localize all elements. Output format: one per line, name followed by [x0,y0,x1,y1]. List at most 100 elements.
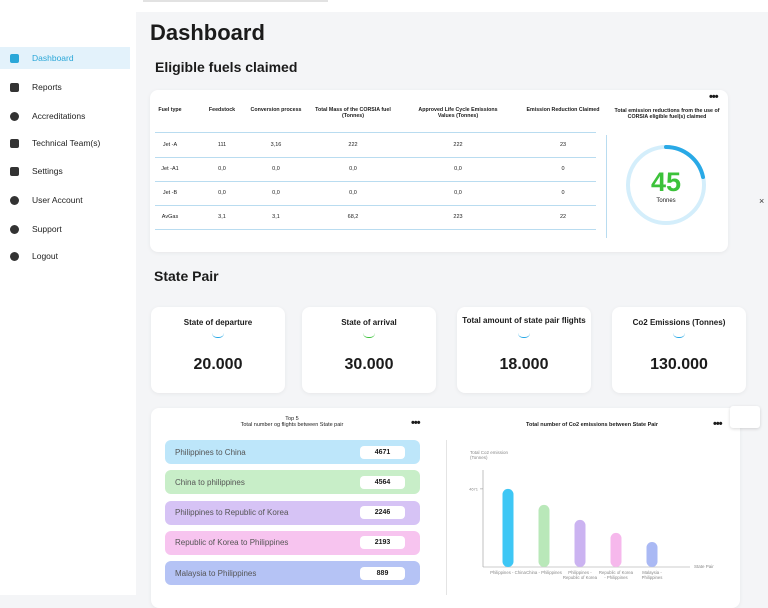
stat-value: 20.000 [193,356,243,373]
x-tick-label: Philippines - China [490,570,526,575]
bar [610,532,622,567]
header-separator [155,132,596,133]
nav-icon [10,224,19,234]
tooltip [730,406,760,428]
table-cell: AvGas [161,214,179,220]
stat-value: 130.000 [650,356,708,373]
table-cell: 0,0 [454,190,462,196]
ranking-value: 2193 [360,536,405,550]
nav-item[interactable]: Dashboard [0,47,130,69]
table-cell: 222 [348,142,358,148]
nav-icon [10,111,19,121]
table-cell: 3,1 [272,214,280,220]
table-cell: 0,0 [218,166,226,172]
x-tick-label: Philippines - Republic of Korea [562,570,598,580]
ranking-item: Philippines to Republic of Korea 2246 [165,500,420,525]
page-title: Dashboard [150,20,265,45]
stat-label: Total amount of state pair flights [462,316,586,325]
section-title: State Pair [154,268,219,284]
stat-card [612,307,746,393]
ranking-item: Republic of Korea to Philippines 2193 [165,530,420,555]
ranking-item: China to philippines 4564 [165,470,420,495]
close-icon[interactable]: × [759,196,765,206]
stat-card [151,307,285,393]
table-cell: 223 [453,214,463,220]
divider [446,440,447,595]
total-unit: Tonnes [656,198,676,204]
nav-item[interactable]: User Account [0,189,130,211]
table-cell: 0,0 [272,166,280,172]
table-cell: 0 [561,190,565,196]
x-tick-label: Republic of Korea - Philippines [598,570,634,580]
stat-label: State of departure [183,318,253,327]
ranking-item: Malaysia to Philippines 889 [165,561,420,586]
nav-item[interactable]: Accreditations [0,105,130,127]
table-cell: 111 [217,142,227,148]
bar [646,541,658,567]
row-separator [155,229,596,230]
gauge [626,145,706,225]
ranking-name: Philippines to China [175,447,246,457]
ranking-name: Philippines to Republic of Korea [175,508,289,518]
nav-icon [10,195,19,205]
stat-value: 18.000 [499,356,549,373]
table-cell: 0 [561,166,565,172]
stat-card [457,307,591,393]
table-cell: 0,0 [272,190,280,196]
nav-label: Logout [32,251,58,261]
nav-icon [10,166,19,176]
table-cell: 22 [559,214,567,220]
nav-label: Settings [32,166,63,176]
nav-label: User Account [32,195,83,205]
table-header: Conversion process [250,107,302,113]
table-header: Approved Life Cycle Emissions Values (To… [418,107,498,119]
bar [502,488,514,567]
bar-chart: 4671 [469,470,690,568]
bar [538,504,550,567]
ranking-value: 4564 [360,475,405,489]
nav-item[interactable]: Technical Team(s) [0,132,130,154]
top5-subtitle: Total number og flights between State pa… [240,422,344,428]
nav-icon [10,82,19,92]
stat-icon [363,330,375,338]
menu-dots[interactable]: ••• [709,91,719,103]
table-cell: Jet -A [162,142,178,148]
table-cell: 0,0 [454,166,462,172]
total-value: 45 [650,167,682,197]
table-cell: 3,1 [218,214,226,220]
search-bar[interactable] [143,0,328,2]
nav-label: Technical Team(s) [32,138,101,148]
table-cell: 0,0 [349,190,357,196]
row-separator [155,157,596,158]
table-cell: 68,2 [347,214,359,220]
menu-dots[interactable]: ••• [411,417,421,429]
nav-item[interactable]: Support [0,218,130,240]
top-bar [0,0,768,12]
nav-item[interactable]: Reports [0,76,130,98]
table-cell: 0,0 [349,166,357,172]
table-header: Fuel type [158,107,182,113]
ranking-value: 2246 [360,506,405,520]
y-axis-label: Total Co2 emission (Tonnes) [470,450,509,460]
ranking-name: Republic of Korea to Philippines [175,538,289,548]
nav-item[interactable]: Logout [0,245,130,267]
nav-item[interactable]: Settings [0,160,130,182]
table-header: Emission Reduction Claimed [526,107,600,113]
nav-icon [10,138,19,148]
table-cell: Jet -B [162,190,178,196]
table-cell: 23 [559,142,567,148]
menu-dots[interactable]: ••• [713,418,723,430]
nav-label: Support [32,224,62,234]
top5-title: Top 5 [285,416,299,422]
section-title: Eligible fuels claimed [155,59,298,75]
stat-icon [673,330,685,338]
stat-card [302,307,436,393]
stat-label: State of arrival [341,318,397,327]
x-tick-label: Malaysia - Philippines [641,570,663,580]
gauge-arc [664,145,705,179]
nav-icon [10,53,19,63]
ranking-name: China to philippines [175,477,245,487]
stat-value: 30.000 [344,356,394,373]
nav-label: Accreditations [32,111,86,121]
